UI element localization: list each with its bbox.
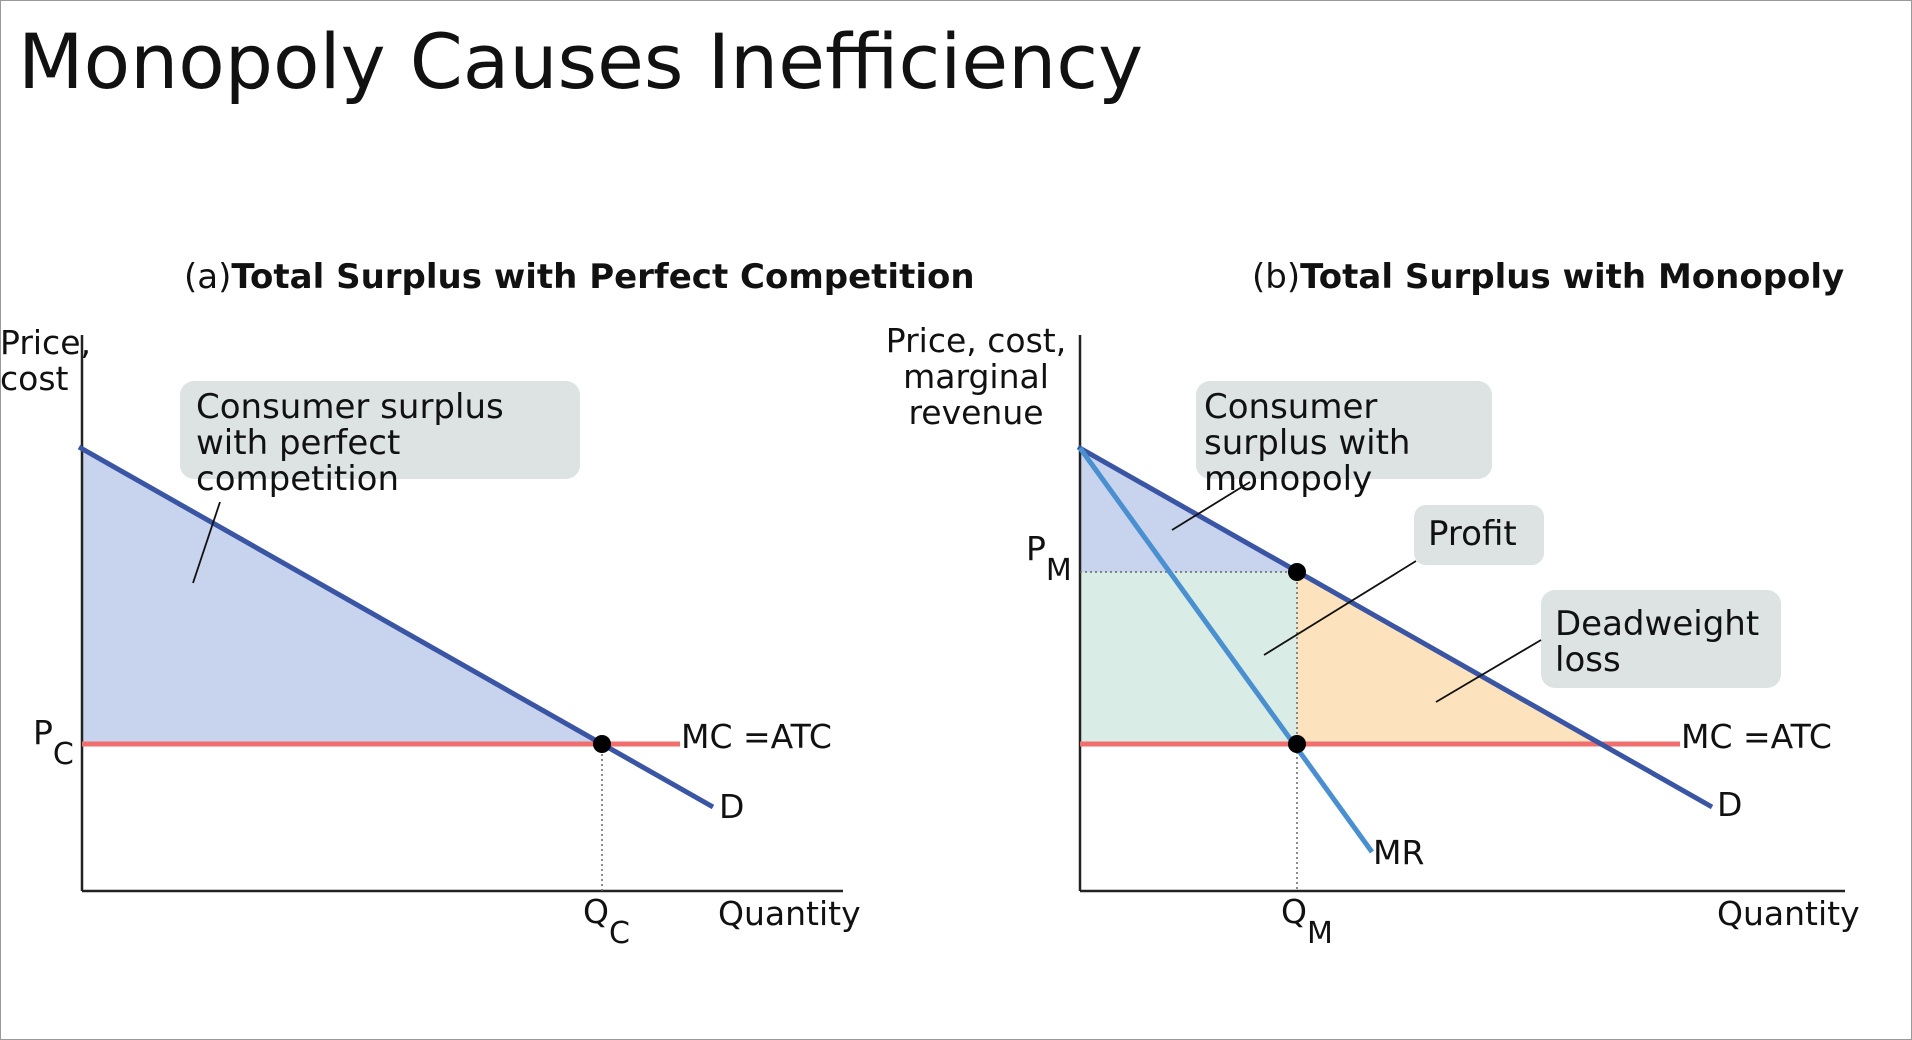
panel-b-monopoly-point <box>1288 563 1306 581</box>
panel-b-consumer-callout-line2: surplus with <box>1204 423 1410 463</box>
panel-a-callout-box <box>180 381 580 479</box>
panel-b: (b)Total Surplus with Monopoly Price, co… <box>886 257 1860 951</box>
panel-a-prefix: (a) <box>184 257 231 297</box>
panel-a-callout-line2: with perfect <box>196 423 400 463</box>
panel-b-profit-area <box>1080 572 1297 744</box>
panel-a-x-axis-label: Quantity <box>718 894 861 933</box>
panel-b-y-axis-label-line3: revenue <box>908 393 1043 432</box>
panel-b-profit-callout-leader <box>1263 560 1417 656</box>
panel-b-pm-label: PM <box>1026 529 1072 588</box>
panel-b-dwl-callout-line1: Deadweight <box>1555 604 1759 644</box>
panel-b-demand-line <box>1076 444 1714 810</box>
panel-a-mc-atc-label: MC =ATC <box>681 717 832 756</box>
panel-b-consumer-callout-line1: Consumer <box>1204 387 1377 427</box>
panel-b-consumer-callout-box <box>1196 381 1492 479</box>
panel-b-y-axis-label-line1: Price, cost, <box>886 321 1066 360</box>
panel-b-title-text: Total Surplus with Monopoly <box>1300 257 1844 297</box>
panel-a-callout-line1: Consumer surplus <box>196 387 504 427</box>
panel-a: (a)Total Surplus with Perfect Competitio… <box>0 257 975 951</box>
panel-b-dwl-callout-leader <box>1435 639 1542 703</box>
panel-b-profit-callout-box <box>1414 505 1544 565</box>
panel-b-dwl-callout-box <box>1541 590 1781 688</box>
panel-b-y-axis-label-line2: marginal <box>903 357 1049 396</box>
panel-a-qc-label: QC <box>583 892 630 951</box>
panel-a-title-text: Total Surplus with Perfect Competition <box>231 257 974 297</box>
panel-a-y-axis-label-line2: cost <box>0 359 69 398</box>
panel-b-qm-label: QM <box>1281 892 1333 951</box>
slide-title: Monopoly Causes Inefficiency <box>18 17 1143 106</box>
panel-a-equilibrium-point <box>593 735 611 753</box>
panel-a-callout-leader <box>192 501 221 584</box>
panel-b-mr-label: MR <box>1373 833 1424 872</box>
panel-a-pc-label: PC <box>33 713 74 772</box>
panel-b-mr-mc-point <box>1288 735 1306 753</box>
panel-b-consumer-callout-line3: monopoly <box>1204 459 1372 499</box>
panel-b-mr-line <box>1077 446 1375 854</box>
panel-a-callout-line3: competition <box>196 459 399 499</box>
panel-b-consumer-callout-leader <box>1171 481 1251 531</box>
panel-b-x-axis-label: Quantity <box>1717 894 1860 933</box>
panel-b-demand-label: D <box>1717 785 1742 824</box>
panel-a-title: (a)Total Surplus with Perfect Competitio… <box>184 257 975 297</box>
panel-b-dwl-callout-line2: loss <box>1555 640 1621 680</box>
panel-a-demand-label: D <box>719 787 744 826</box>
panel-b-profit-callout-text: Profit <box>1428 514 1517 554</box>
panel-b-mc-atc-label: MC =ATC <box>1681 717 1832 756</box>
panel-b-prefix: (b) <box>1252 257 1300 297</box>
panel-b-title: (b)Total Surplus with Monopoly <box>1252 257 1844 297</box>
panel-a-y-axis-label-line1: Price, <box>0 323 91 362</box>
